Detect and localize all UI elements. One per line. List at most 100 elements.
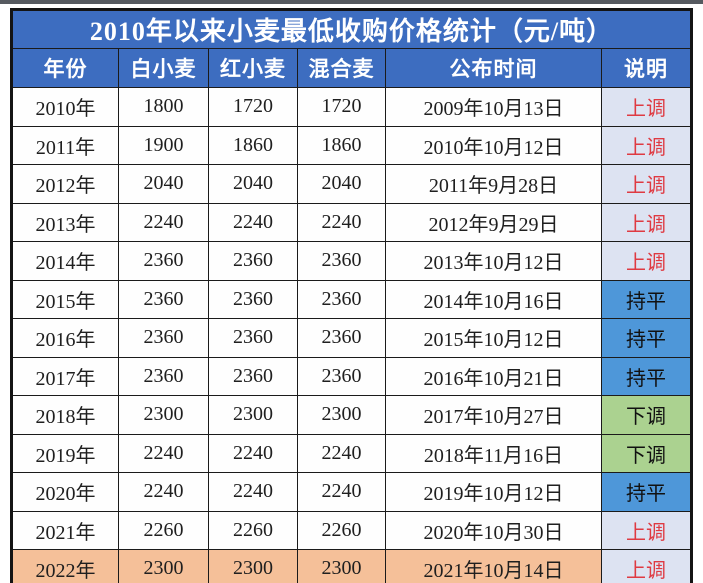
note-cell: 上调 [600,164,693,204]
table-row: 2012年 2040 2040 2040 2011年9月28日 上调 [11,164,693,204]
red-wheat-cell: 2300 [208,549,298,583]
year-cell: 2018年 [11,395,119,435]
mixed-wheat-cell: 1860 [297,125,386,165]
mixed-wheat-cell: 2360 [297,241,386,281]
mixed-wheat-cell: 2040 [297,164,386,204]
year-cell: 2013年 [11,202,119,242]
column-header-white-wheat: 白小麦 [118,48,209,88]
red-wheat-cell: 2040 [208,164,298,204]
column-header-publish-date: 公布时间 [385,48,602,88]
red-wheat-cell: 2360 [208,279,298,319]
table-row: 2011年 1900 1860 1860 2010年10月12日 上调 [11,125,693,165]
note-cell: 上调 [600,241,693,281]
note-cell: 持平 [600,356,693,396]
year-cell: 2020年 [11,472,119,512]
white-wheat-cell: 2260 [118,510,209,550]
red-wheat-cell: 1860 [208,125,298,165]
year-cell: 2017年 [11,356,119,396]
red-wheat-cell: 2240 [208,202,298,242]
publish-date-cell: 2011年9月28日 [385,164,602,204]
red-wheat-cell: 2260 [208,510,298,550]
white-wheat-cell: 2240 [118,433,209,473]
table-title: 2010年以来小麦最低收购价格统计（元/吨） [10,9,693,49]
mixed-wheat-cell: 2360 [297,356,386,396]
table-row: 2019年 2240 2240 2240 2018年11月16日 下调 [11,433,693,473]
year-cell: 2015年 [11,279,119,319]
table-row: 2015年 2360 2360 2360 2014年10月16日 持平 [11,279,693,319]
red-wheat-cell: 2300 [208,395,298,435]
table-row: 2010年 1800 1720 1720 2009年10月13日 上调 [11,87,693,127]
white-wheat-cell: 2240 [118,472,209,512]
red-wheat-cell: 2240 [208,433,298,473]
mixed-wheat-cell: 2360 [297,318,386,358]
table-body: 2010年 1800 1720 1720 2009年10月13日 上调 2011年 1900 1… [11,87,693,583]
note-cell: 持平 [600,279,693,319]
publish-date-cell: 2017年10月27日 [385,395,602,435]
column-header-year: 年份 [11,48,119,88]
year-cell: 2010年 [11,87,119,127]
mixed-wheat-cell: 2260 [297,510,386,550]
note-cell: 上调 [600,549,693,583]
year-cell: 2014年 [11,241,119,281]
mixed-wheat-cell: 2300 [297,395,386,435]
red-wheat-cell: 2360 [208,356,298,396]
red-wheat-cell: 2360 [208,241,298,281]
table-row: 2013年 2240 2240 2240 2012年9月29日 上调 [11,202,693,242]
title-row: 2010年以来小麦最低收购价格统计（元/吨） [10,9,693,49]
note-cell: 持平 [600,472,693,512]
publish-date-cell: 2016年10月21日 [385,356,602,396]
year-cell: 2021年 [11,510,119,550]
year-cell: 2012年 [11,164,119,204]
publish-date-cell: 2012年9月29日 [385,202,602,242]
mixed-wheat-cell: 2240 [297,472,386,512]
mixed-wheat-cell: 1720 [297,87,386,127]
white-wheat-cell: 1800 [118,87,209,127]
mixed-wheat-cell: 2360 [297,279,386,319]
note-cell: 持平 [600,318,693,358]
publish-date-cell: 2015年10月12日 [385,318,602,358]
note-cell: 上调 [600,87,693,127]
table-row: 2016年 2360 2360 2360 2015年10月12日 持平 [11,318,693,358]
screenshot-top-edge-strip [0,0,703,4]
white-wheat-cell: 2240 [118,202,209,242]
white-wheat-cell: 2360 [118,279,209,319]
table-row: 2020年 2240 2240 2240 2019年10月12日 持平 [11,472,693,512]
table-row: 2021年 2260 2260 2260 2020年10月30日 上调 [11,510,693,550]
publish-date-cell: 2019年10月12日 [385,472,602,512]
table-row: 2022年 2300 2300 2300 2021年10月14日 上调 [11,549,693,583]
publish-date-cell: 2010年10月12日 [385,125,602,165]
publish-date-cell: 2014年10月16日 [385,279,602,319]
note-cell: 上调 [600,202,693,242]
year-cell: 2016年 [11,318,119,358]
white-wheat-cell: 2360 [118,318,209,358]
note-cell: 下调 [600,433,693,473]
note-cell: 上调 [600,510,693,550]
publish-date-cell: 2009年10月13日 [385,87,602,127]
red-wheat-cell: 1720 [208,87,298,127]
white-wheat-cell: 2300 [118,549,209,583]
publish-date-cell: 2018年11月16日 [385,433,602,473]
year-cell: 2011年 [11,125,119,165]
column-header-red-wheat: 红小麦 [208,48,298,88]
white-wheat-cell: 1900 [118,125,209,165]
table-row: 2018年 2300 2300 2300 2017年10月27日 下调 [11,395,693,435]
white-wheat-cell: 2360 [118,356,209,396]
table-row: 2014年 2360 2360 2360 2013年10月12日 上调 [11,241,693,281]
table-row: 2017年 2360 2360 2360 2016年10月21日 持平 [11,356,693,396]
mixed-wheat-cell: 2240 [297,433,386,473]
publish-date-cell: 2013年10月12日 [385,241,602,281]
mixed-wheat-cell: 2300 [297,549,386,583]
white-wheat-cell: 2300 [118,395,209,435]
year-cell: 2019年 [11,433,119,473]
note-cell: 下调 [600,395,693,435]
white-wheat-cell: 2040 [118,164,209,204]
white-wheat-cell: 2360 [118,241,209,281]
note-cell: 上调 [600,125,693,165]
wheat-price-table: 2010年以来小麦最低收购价格统计（元/吨） 年份 白小麦 红小麦 混合麦 公布… [10,8,694,583]
column-header-note: 说明 [600,48,693,88]
publish-date-cell: 2020年10月30日 [385,510,602,550]
mixed-wheat-cell: 2240 [297,202,386,242]
header-row: 年份 白小麦 红小麦 混合麦 公布时间 说明 [11,48,693,88]
year-cell: 2022年 [11,549,119,583]
red-wheat-cell: 2240 [208,472,298,512]
